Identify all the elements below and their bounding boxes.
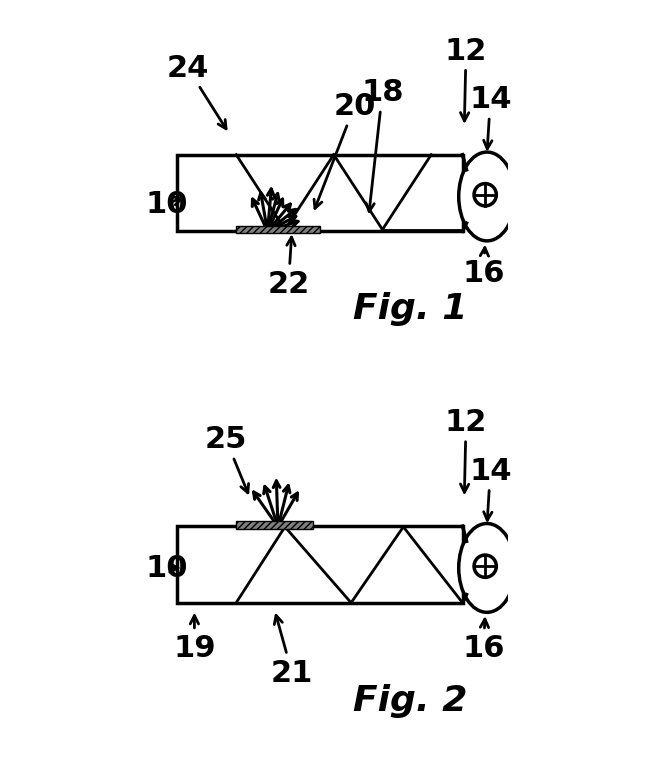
Text: 25: 25 [205, 425, 248, 493]
Text: 18: 18 [361, 78, 404, 212]
Text: 21: 21 [271, 615, 313, 687]
Text: 16: 16 [462, 248, 504, 288]
Text: 22: 22 [267, 238, 309, 298]
Text: Fig. 1: Fig. 1 [353, 291, 467, 325]
Text: 20: 20 [314, 92, 376, 209]
Text: 14: 14 [469, 456, 512, 520]
Circle shape [474, 184, 496, 206]
Bar [177, 155, 462, 232]
Ellipse shape [458, 153, 515, 241]
Bar [177, 526, 462, 603]
Text: 14: 14 [469, 85, 512, 149]
Text: Fig. 2: Fig. 2 [353, 683, 467, 717]
Ellipse shape [458, 524, 515, 612]
Text: 12: 12 [445, 36, 487, 121]
Bar [236, 226, 319, 233]
Text: 19: 19 [173, 616, 215, 662]
Bar [236, 522, 313, 529]
Text: 12: 12 [445, 407, 487, 492]
Text: 16: 16 [462, 619, 504, 662]
Circle shape [474, 555, 496, 577]
Text: 10: 10 [145, 553, 187, 583]
Text: 24: 24 [166, 54, 226, 130]
Text: 10: 10 [145, 189, 187, 219]
